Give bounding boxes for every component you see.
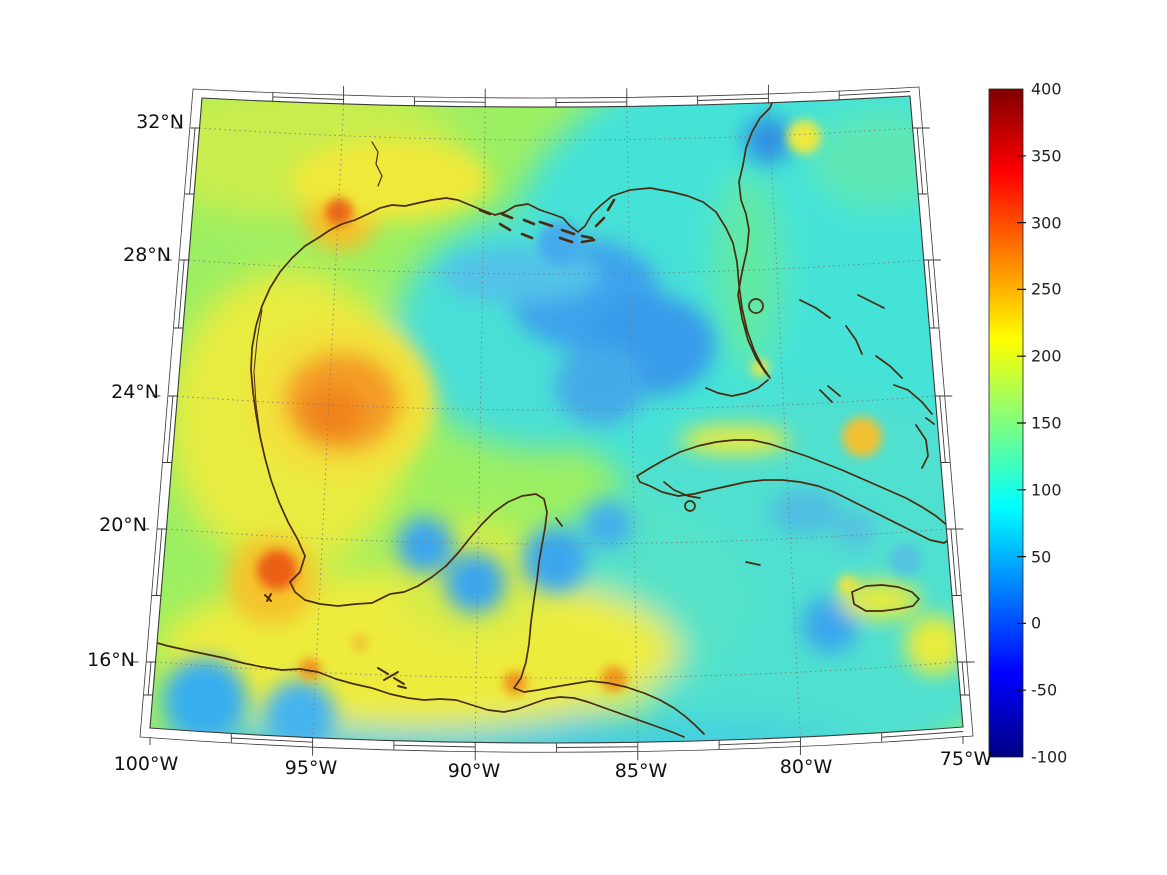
map-frame <box>130 84 975 761</box>
coastline-florida-keys <box>705 379 769 397</box>
colorbar-tick-label-100: 100 <box>1031 480 1062 500</box>
lon-tick-label-85w: 85°W <box>614 760 668 782</box>
lat-tick-label-20n: 20°N <box>99 514 147 536</box>
lon-tick-label-90w: 90°W <box>447 760 501 782</box>
colorbar-tick-label-0: 0 <box>1031 613 1042 633</box>
lat-tick-label-24n: 24°N <box>111 381 159 403</box>
lon-tick-label-75w: 75°W <box>939 748 993 770</box>
islands-bahamas <box>799 294 935 469</box>
coastline-jamaica <box>851 584 920 612</box>
marsh-louisiana <box>478 198 616 244</box>
heatmap-field <box>150 96 963 744</box>
colorbar-tick-label-200: 200 <box>1031 346 1062 366</box>
lat-tick-label-32n: 32°N <box>136 111 184 133</box>
island-cozumel <box>555 517 563 527</box>
island-cayman <box>745 561 761 566</box>
colorbar <box>988 88 1026 758</box>
colorbar-gradient <box>988 88 1024 758</box>
lon-tick-label-100w: 100°W <box>113 753 179 775</box>
colorbar-tick-label-m100: -100 <box>1031 747 1068 767</box>
colorbar-tick-label-300: 300 <box>1031 213 1062 233</box>
lagoon-texas <box>253 309 263 435</box>
isla-juventud <box>684 500 696 512</box>
coastlines <box>150 96 954 738</box>
colorbar-tick-label-250: 250 <box>1031 279 1062 299</box>
lon-tick-label-95w: 95°W <box>284 757 338 779</box>
coastline-cuba-zapata <box>663 481 701 499</box>
bay-galveston <box>371 141 383 187</box>
colorbar-ticks <box>1017 155 1026 691</box>
lon-tick-label-80w: 80°W <box>779 756 833 778</box>
colorbar-tick-label-50: 50 <box>1031 547 1052 567</box>
lat-tick-label-16n: 16°N <box>87 649 135 671</box>
islets-guatemala <box>264 593 407 689</box>
coastline-gulf-us-florida <box>250 96 776 735</box>
coastline-pacific-mexico <box>150 640 685 738</box>
lat-tick-label-28n: 28°N <box>123 244 171 266</box>
lake-okeechobee <box>748 298 764 314</box>
colorbar-tick-label-150: 150 <box>1031 413 1062 433</box>
colorbar-tick-label-400: 400 <box>1031 79 1062 99</box>
colorbar-tick-label-350: 350 <box>1031 146 1062 166</box>
colorbar-tick-label-m50: -50 <box>1031 680 1058 700</box>
